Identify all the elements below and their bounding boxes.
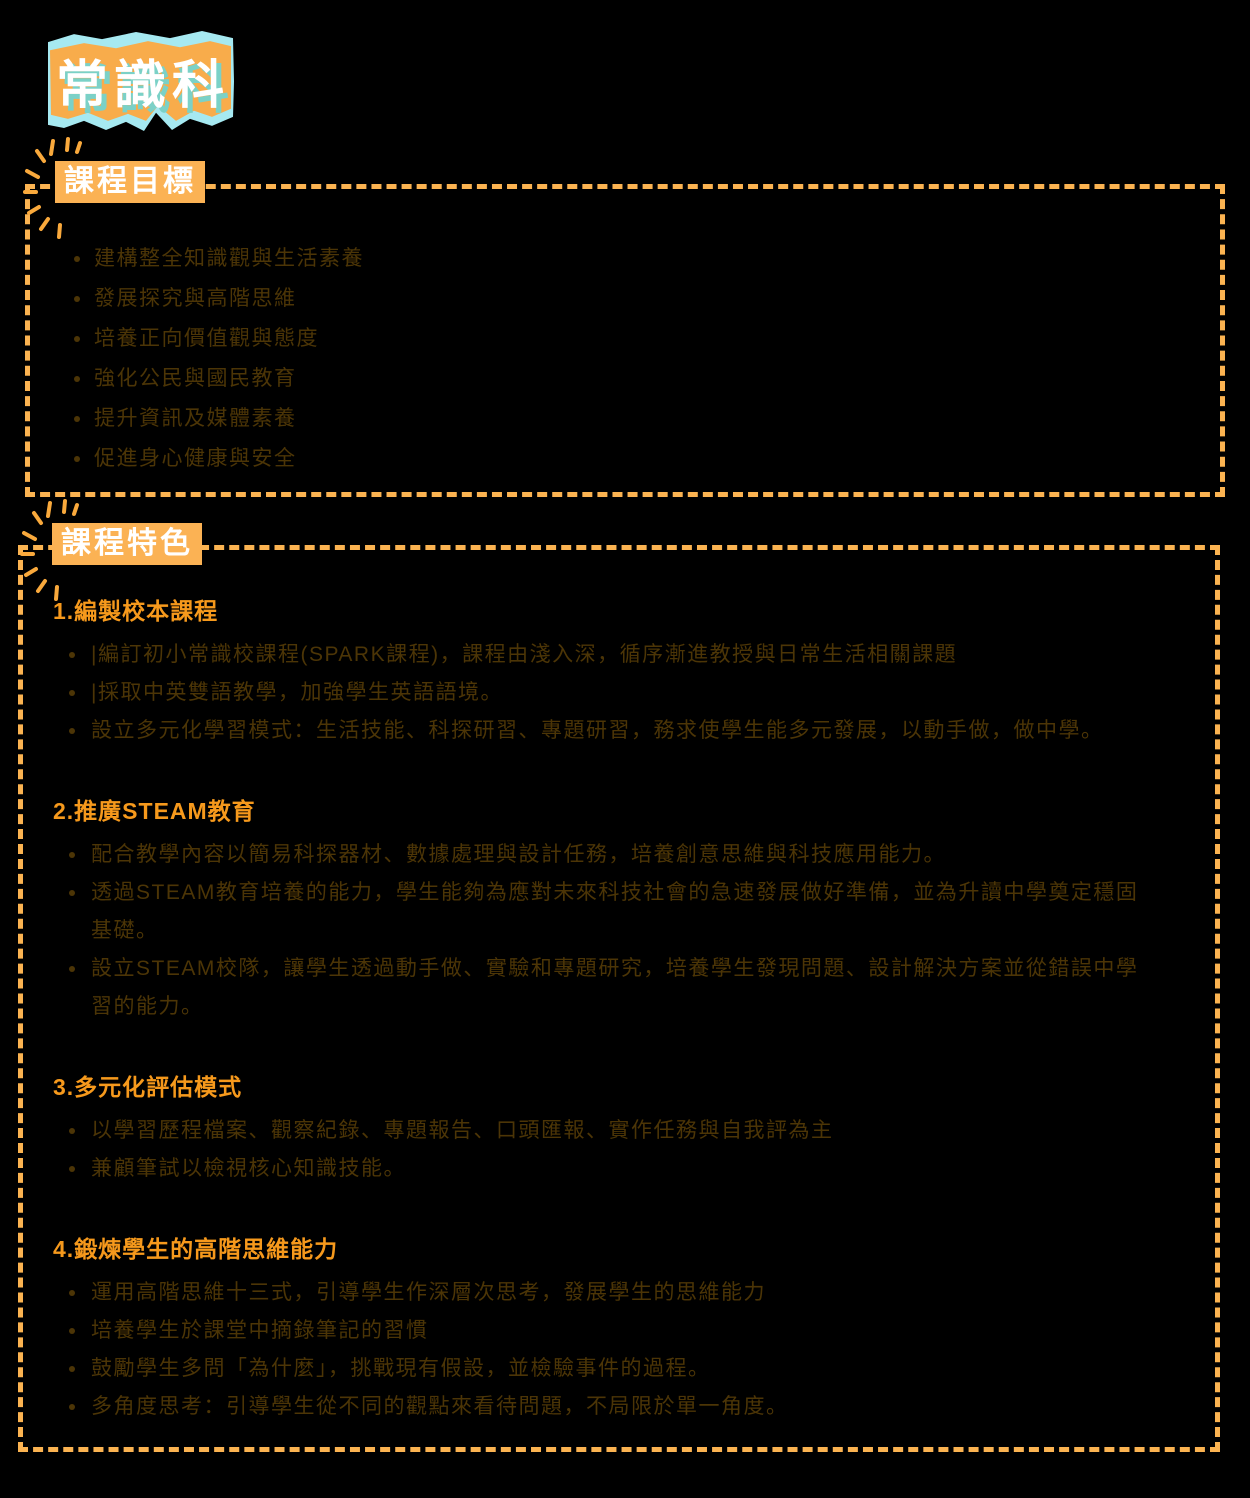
feature-group-1: 1.編製校本課程 |編訂初小常識校課程(SPARK課程)，課程由淺入深，循序漸進… bbox=[53, 596, 1187, 750]
bullet-item: 多角度思考：引導學生從不同的觀點來看待問題，不局限於單一角度。 bbox=[65, 1388, 1187, 1426]
bullet-item: |採取中英雙語教學，加強學生英語語境。 bbox=[65, 674, 1187, 712]
bullet-item: 配合教學內容以簡易科探器材、數據處理與設計任務，培養創意思維與科技應用能力。 bbox=[65, 836, 1187, 874]
bullet-dot bbox=[69, 1366, 75, 1372]
bullet-dot bbox=[69, 1128, 75, 1134]
bullet-dot bbox=[74, 376, 80, 382]
torn-paper-icon bbox=[48, 31, 234, 131]
bullet-text: 促進身心健康與安全 bbox=[94, 447, 297, 470]
objectives-bullet-list: 建構整全知識觀與生活素養 發展探究與高階思維 培養正向價值觀與態度 強化公民與國… bbox=[68, 239, 1192, 479]
bullet-item: 設立多元化學習模式：生活技能、科探研習、專題研習，務求使學生能多元發展，以動手做… bbox=[65, 712, 1187, 750]
bullet-text: 提升資訊及媒體素養 bbox=[94, 407, 297, 430]
subject-title-banner: 常識科 bbox=[44, 26, 236, 134]
bullet-text: 發展探究與高階思維 bbox=[94, 287, 297, 310]
bullet-dot bbox=[69, 1328, 75, 1334]
bullet-dot bbox=[74, 296, 80, 302]
bullet-item: 發展探究與高階思維 bbox=[68, 279, 1192, 319]
bullet-dot bbox=[69, 1404, 75, 1410]
bullet-dot bbox=[74, 336, 80, 342]
bullet-text: 設立STEAM校隊，讓學生透過動手做、實驗和專題研究，培養學生發現問題、設計解決… bbox=[91, 957, 1139, 1018]
bullet-text: 建構整全知識觀與生活素養 bbox=[94, 247, 364, 270]
bullet-dot bbox=[69, 966, 75, 972]
bullet-dot bbox=[69, 1290, 75, 1296]
bullet-text: |採取中英雙語教學，加強學生英語語境。 bbox=[91, 681, 503, 704]
bullet-dot bbox=[69, 728, 75, 734]
page-title: 常識科 bbox=[55, 56, 230, 115]
bullet-text: |編訂初小常識校課程(SPARK課程)，課程由淺入深，循序漸進教授與日常生活相關… bbox=[91, 643, 958, 666]
bullet-dot bbox=[74, 256, 80, 262]
feature-group-title: 1.編製校本課程 bbox=[53, 598, 219, 624]
bullet-text: 多角度思考：引導學生從不同的觀點來看待問題，不局限於單一角度。 bbox=[91, 1395, 789, 1418]
bullet-text: 培養正向價值觀與態度 bbox=[94, 327, 319, 350]
bullet-item: 建構整全知識觀與生活素養 bbox=[68, 239, 1192, 279]
bullet-text: 設立多元化學習模式：生活技能、科探研習、專題研習，務求使學生能多元發展，以動手做… bbox=[91, 719, 1104, 742]
bullet-text: 鼓勵學生多問「為什麼」，挑戰現有假設，並檢驗事件的過程。 bbox=[91, 1357, 711, 1380]
feature-group-title: 4.鍛煉學生的高階思維能力 bbox=[53, 1236, 339, 1262]
bullet-item: 鼓勵學生多問「為什麼」，挑戰現有假設，並檢驗事件的過程。 bbox=[65, 1350, 1187, 1388]
objectives-heading: 課程目標 bbox=[64, 165, 196, 198]
feature-bullet-list: 運用高階思維十三式，引導學生作深層次思考，發展學生的思維能力 培養學生於課堂中摘… bbox=[65, 1274, 1187, 1426]
bullet-item: 強化公民與國民教育 bbox=[68, 359, 1192, 399]
bullet-text: 培養學生於課堂中摘錄筆記的習慣 bbox=[91, 1319, 429, 1342]
bullet-dot bbox=[74, 416, 80, 422]
bullet-item: 培養正向價值觀與態度 bbox=[68, 319, 1192, 359]
features-heading-badge: 課程特色 bbox=[20, 499, 202, 601]
bullet-item: 促進身心健康與安全 bbox=[68, 439, 1192, 479]
bullet-item: 透過STEAM教育培養的能力，學生能夠為應對未來科技社會的急速發展做好準備，並為… bbox=[65, 874, 1187, 950]
feature-group-title: 3.多元化評估模式 bbox=[53, 1074, 243, 1100]
feature-group-title: 2.推廣STEAM教育 bbox=[53, 798, 256, 824]
bullet-dot bbox=[69, 690, 75, 696]
bullet-item: 兼顧筆試以檢視核心知識技能。 bbox=[65, 1150, 1187, 1188]
objectives-heading-badge: 課程目標 bbox=[23, 137, 205, 239]
bullet-item: 培養學生於課堂中摘錄筆記的習慣 bbox=[65, 1312, 1187, 1350]
feature-group-3: 3.多元化評估模式 以學習歷程檔案、觀察紀錄、專題報告、口頭匯報、實作任務與自我… bbox=[53, 1072, 1187, 1188]
bullet-text: 強化公民與國民教育 bbox=[94, 367, 297, 390]
bullet-dot bbox=[69, 852, 75, 858]
objectives-box: 建構整全知識觀與生活素養 發展探究與高階思維 培養正向價值觀與態度 強化公民與國… bbox=[25, 184, 1225, 497]
bullet-dot bbox=[69, 1166, 75, 1172]
features-heading: 課程特色 bbox=[61, 527, 193, 560]
bullet-item: 提升資訊及媒體素養 bbox=[68, 399, 1192, 439]
bullet-item: 運用高階思維十三式，引導學生作深層次思考，發展學生的思維能力 bbox=[65, 1274, 1187, 1312]
bullet-item: 設立STEAM校隊，讓學生透過動手做、實驗和專題研究，培養學生發現問題、設計解決… bbox=[65, 950, 1187, 1026]
feature-group-4: 4.鍛煉學生的高階思維能力 運用高階思維十三式，引導學生作深層次思考，發展學生的… bbox=[53, 1234, 1187, 1426]
bullet-dot bbox=[74, 456, 80, 462]
bullet-dot bbox=[69, 652, 75, 658]
sparkle-icon bbox=[23, 137, 82, 239]
bullet-text: 透過STEAM教育培養的能力，學生能夠為應對未來科技社會的急速發展做好準備，並為… bbox=[91, 881, 1139, 942]
features-box: 1.編製校本課程 |編訂初小常識校課程(SPARK課程)，課程由淺入深，循序漸進… bbox=[18, 545, 1220, 1452]
bullet-text: 兼顧筆試以檢視核心知識技能。 bbox=[91, 1157, 406, 1180]
bullet-text: 以學習歷程檔案、觀察紀錄、專題報告、口頭匯報、實作任務與自我評為主 bbox=[91, 1119, 834, 1142]
feature-bullet-list: |編訂初小常識校課程(SPARK課程)，課程由淺入深，循序漸進教授與日常生活相關… bbox=[65, 636, 1187, 750]
bullet-text: 運用高階思維十三式，引導學生作深層次思考，發展學生的思維能力 bbox=[91, 1281, 766, 1304]
feature-bullet-list: 以學習歷程檔案、觀察紀錄、專題報告、口頭匯報、實作任務與自我評為主 兼顧筆試以檢… bbox=[65, 1112, 1187, 1188]
bullet-item: |編訂初小常識校課程(SPARK課程)，課程由淺入深，循序漸進教授與日常生活相關… bbox=[65, 636, 1187, 674]
bullet-text: 配合教學內容以簡易科探器材、數據處理與設計任務，培養創意思維與科技應用能力。 bbox=[91, 843, 946, 866]
feature-group-2: 2.推廣STEAM教育 配合教學內容以簡易科探器材、數據處理與設計任務，培養創意… bbox=[53, 796, 1187, 1026]
feature-bullet-list: 配合教學內容以簡易科探器材、數據處理與設計任務，培養創意思維與科技應用能力。 透… bbox=[65, 836, 1187, 1026]
sparkle-icon bbox=[20, 499, 79, 601]
bullet-dot bbox=[69, 890, 75, 896]
bullet-item: 以學習歷程檔案、觀察紀錄、專題報告、口頭匯報、實作任務與自我評為主 bbox=[65, 1112, 1187, 1150]
